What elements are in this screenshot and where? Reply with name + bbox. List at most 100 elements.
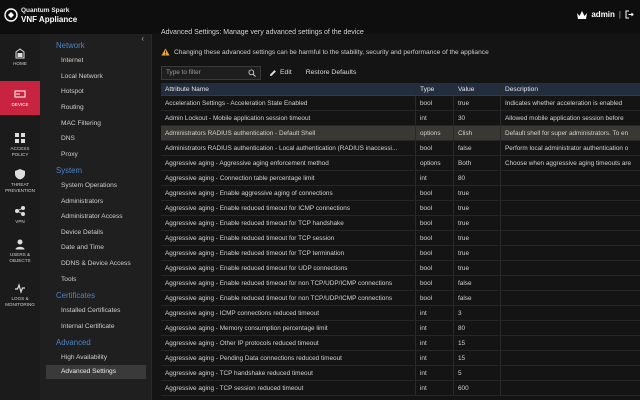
rail-device-label: DEVICE <box>11 102 29 107</box>
cell-description <box>501 336 640 350</box>
edit-button[interactable]: Edit <box>269 69 292 77</box>
nav-item-dns[interactable]: DNS <box>61 135 75 142</box>
device-nav: ‹ Network Internet Local Network Hotspot… <box>40 34 152 400</box>
cell-attribute-name: Aggressive aging - TCP session reduced t… <box>161 381 416 395</box>
rail-users-objects[interactable]: USERS & OBJECTS <box>0 236 40 266</box>
cell-attribute-name: Aggressive aging - ICMP connections redu… <box>161 306 416 320</box>
cell-description <box>501 201 640 215</box>
filter-input[interactable] <box>166 69 246 76</box>
table-row[interactable]: Aggressive aging - Enable reduced timeou… <box>161 276 640 291</box>
nav-item-routing[interactable]: Routing <box>61 104 84 111</box>
table-row[interactable]: Aggressive aging - TCP handshake reduced… <box>161 366 640 381</box>
table-row[interactable]: Aggressive aging - ICMP connections redu… <box>161 306 640 321</box>
rail-home[interactable]: HOME <box>0 42 40 72</box>
column-header-description[interactable]: Description <box>505 85 538 93</box>
nav-item-date-and-time[interactable]: Date and Time <box>61 244 104 251</box>
cell-description <box>501 321 640 335</box>
table-row[interactable]: Acceleration Settings - Acceleration Sta… <box>161 96 640 111</box>
users-objects-icon <box>15 239 25 250</box>
cell-attribute-name: Aggressive aging - Enable reduced timeou… <box>161 291 416 305</box>
table-row[interactable]: Aggressive aging - Other IP protocols re… <box>161 336 640 351</box>
rail-threat-prevention[interactable]: THREAT PREVENTION <box>0 166 40 196</box>
cell-description <box>501 306 640 320</box>
rail-threat-prevention-label: THREAT PREVENTION <box>5 182 35 193</box>
cell-value: true <box>454 246 501 260</box>
rail-logs-monitoring[interactable]: LOGS & MONITORING <box>0 278 40 312</box>
warning-text: Changing these advanced settings can be … <box>174 48 489 56</box>
logout-icon[interactable] <box>625 10 634 19</box>
cell-description <box>501 171 640 185</box>
top-bar: Quantum Spark VNF Appliance admin | <box>0 0 640 34</box>
cell-type: bool <box>416 141 454 155</box>
cell-description: Default shell for super administrators. … <box>505 129 629 137</box>
table-row[interactable]: Aggressive aging - Enable aggressive agi… <box>161 186 640 201</box>
nav-item-internal-certificate[interactable]: Internal Certificate <box>61 323 115 330</box>
table-row[interactable]: Aggressive aging - Pending Data connecti… <box>161 351 640 366</box>
nav-item-hotspot[interactable]: Hotspot <box>61 88 84 95</box>
search-icon[interactable] <box>248 68 256 77</box>
crown-icon <box>577 10 588 19</box>
table-row[interactable]: Aggressive aging - TCP session reduced t… <box>161 381 640 396</box>
cell-type: int <box>416 321 454 335</box>
user-menu[interactable]: admin <box>591 10 615 19</box>
edit-label: Edit <box>280 69 292 76</box>
table-row[interactable]: Aggressive aging - Enable reduced timeou… <box>161 201 640 216</box>
restore-defaults-button[interactable]: Restore Defaults <box>306 69 357 76</box>
cell-type: bool <box>416 246 454 260</box>
table-row[interactable]: Aggressive aging - Enable reduced timeou… <box>161 216 640 231</box>
cell-value: 80 <box>454 171 501 185</box>
cell-attribute-name: Aggressive aging - TCP handshake reduced… <box>161 366 416 380</box>
vpn-icon <box>15 206 25 216</box>
nav-item-system-operations[interactable]: System Operations <box>61 182 118 189</box>
cell-attribute-name: Aggressive aging - Aggressive aging enfo… <box>161 156 416 170</box>
cell-description <box>501 291 640 305</box>
rail-users-objects-label: USERS & OBJECTS <box>9 252 31 263</box>
table-row[interactable]: Admin Lockout - Mobile application sessi… <box>161 111 640 126</box>
table-row[interactable]: Aggressive aging - Aggressive aging enfo… <box>161 156 640 171</box>
nav-item-proxy[interactable]: Proxy <box>61 151 78 158</box>
table-row[interactable]: Administrators RADIUS authentication - L… <box>161 141 640 156</box>
table-row[interactable]: Aggressive aging - Memory consumption pe… <box>161 321 640 336</box>
access-policy-icon <box>15 133 25 143</box>
nav-item-internet[interactable]: Internet <box>61 57 84 64</box>
nav-item-device-details[interactable]: Device Details <box>61 229 104 236</box>
cell-value: true <box>454 201 501 215</box>
table-row[interactable]: Aggressive aging - Enable reduced timeou… <box>161 291 640 306</box>
nav-item-high-availability[interactable]: High Availability <box>61 354 108 361</box>
rail-home-label: HOME <box>13 61 27 66</box>
cell-description <box>501 216 640 230</box>
cell-attribute-name: Aggressive aging - Enable reduced timeou… <box>161 231 416 245</box>
nav-item-ddns-device-access[interactable]: DDNS & Device Access <box>61 260 131 267</box>
pencil-icon <box>270 69 276 76</box>
nav-item-administrators[interactable]: Administrators <box>61 198 104 205</box>
cell-type: int <box>416 366 454 380</box>
page-title: Advanced Settings: Manage very advanced … <box>161 29 364 36</box>
nav-item-installed-certificates[interactable]: Installed Certificates <box>61 307 121 314</box>
cell-type: bool <box>416 231 454 245</box>
cell-type: int <box>416 306 454 320</box>
nav-item-administrator-access[interactable]: Administrator Access <box>61 213 123 220</box>
column-header-type[interactable]: Type <box>416 83 454 95</box>
rail-access-policy[interactable]: ACCESS POLICY <box>0 130 40 160</box>
nav-item-mac-filtering[interactable]: MAC Filtering <box>61 120 101 127</box>
separator: | <box>618 10 621 19</box>
table-row[interactable]: Aggressive aging - Enable reduced timeou… <box>161 261 640 276</box>
nav-item-local-network[interactable]: Local Network <box>61 73 103 80</box>
rail-vpn[interactable]: VPN <box>0 202 40 228</box>
cell-description <box>501 381 640 395</box>
table-row[interactable]: Aggressive aging - Enable reduced timeou… <box>161 231 640 246</box>
column-header-attribute-name[interactable]: Attribute Name <box>161 83 416 95</box>
cell-type: bool <box>416 276 454 290</box>
collapse-nav-button[interactable]: ‹ <box>141 34 144 43</box>
table-row[interactable]: Administrators RADIUS authentication - D… <box>161 126 640 141</box>
settings-table: Attribute Name Type Value Description Ac… <box>161 83 640 396</box>
home-icon <box>15 48 25 59</box>
rail-access-policy-label: ACCESS POLICY <box>10 146 30 157</box>
column-header-value[interactable]: Value <box>454 83 501 95</box>
nav-item-advanced-settings[interactable]: Advanced Settings <box>46 365 146 379</box>
rail-device[interactable]: DEVICE <box>0 81 40 115</box>
table-row[interactable]: Aggressive aging - Connection table perc… <box>161 171 640 186</box>
nav-item-tools[interactable]: Tools <box>61 276 77 283</box>
cell-attribute-name: Aggressive aging - Connection table perc… <box>161 171 416 185</box>
table-row[interactable]: Aggressive aging - Enable reduced timeou… <box>161 246 640 261</box>
